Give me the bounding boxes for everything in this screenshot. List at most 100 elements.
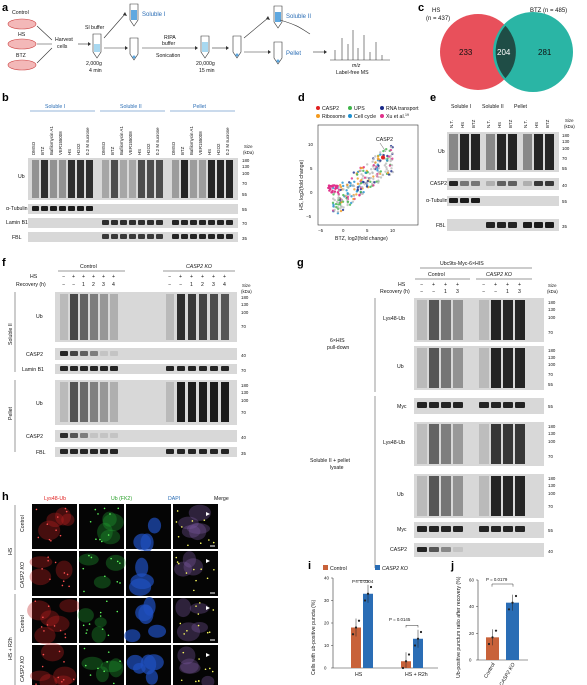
e-lane-label: HS — [497, 122, 502, 128]
d-point — [377, 164, 380, 168]
f-recovery-marker: 2 — [201, 282, 204, 288]
svg-text:(kDa): (kDa) — [241, 289, 252, 294]
h-cell — [77, 608, 94, 623]
blot-band — [129, 234, 136, 239]
b-lane-label: Bafilomycin A1 — [189, 126, 194, 155]
blot-band — [90, 433, 98, 438]
g-row-casp2-2: CASP2 — [390, 547, 407, 553]
h-punctum — [176, 561, 179, 563]
blot-band — [523, 134, 532, 170]
h-cell — [40, 642, 64, 662]
label-sonication: Sonication — [156, 53, 180, 59]
blot-band — [441, 402, 451, 408]
h-col-fk2: Ub (FK2) — [111, 496, 132, 502]
ms-spectrum — [330, 30, 390, 61]
e-row-fbl: FBL — [436, 223, 446, 229]
blot-band — [110, 294, 118, 340]
blot-band — [181, 234, 188, 239]
j-xtick: Control — [483, 662, 497, 679]
d-point — [391, 157, 394, 160]
h-punctum — [211, 670, 214, 673]
h-punctum — [206, 577, 209, 580]
blot-band — [80, 294, 88, 340]
blot-band — [177, 366, 185, 371]
blot-band — [208, 234, 215, 239]
blot-band — [210, 449, 218, 454]
blot-band — [221, 449, 229, 454]
h-punctum — [58, 650, 61, 653]
e-lane-label: BTZ — [545, 119, 550, 128]
svg-text:10: 10 — [308, 142, 313, 147]
b-lane-label: 0.2 M sucrose — [85, 127, 90, 155]
blot-band — [199, 449, 207, 454]
g-hs-row: HS — [398, 282, 406, 288]
g-row-k48-2: Lys48-Ub — [383, 440, 405, 446]
h-cell — [108, 658, 124, 678]
h-cell — [29, 568, 52, 586]
h-image-tile — [173, 504, 218, 549]
d-point — [346, 203, 349, 207]
blot-band — [429, 300, 439, 340]
d-point — [389, 145, 393, 149]
d-plot-frame — [317, 124, 419, 226]
g-hs-marker: + — [432, 282, 435, 288]
d-point — [377, 181, 380, 185]
d-point — [346, 183, 349, 187]
i-ytick: 30 — [324, 598, 329, 603]
blot-band — [129, 220, 136, 225]
d-point — [389, 148, 393, 152]
d-casp2-annotation: CASP2 — [376, 137, 393, 143]
i-legend-ko: CASP2 KO — [382, 566, 408, 572]
i-point — [419, 630, 423, 634]
h-cell — [140, 533, 154, 553]
d-point — [356, 182, 360, 186]
h-cell — [94, 617, 107, 628]
b-lane-label: DMSO — [31, 141, 36, 155]
i-bar — [413, 638, 423, 668]
j-ytick: 60 — [469, 578, 474, 583]
b-lane-label: BTZ — [110, 146, 115, 155]
panel-b-blots: Soluble I Soluble II Pellet DMSO BTZ Bafil… — [6, 104, 254, 242]
i-point — [413, 644, 417, 647]
blot-band — [515, 476, 525, 516]
blot-band — [441, 300, 451, 340]
blot-band — [479, 300, 489, 340]
d-point — [389, 159, 392, 163]
h-punctum — [209, 667, 211, 670]
d-point — [359, 190, 362, 194]
h-punctum — [89, 520, 92, 523]
h-punctum — [104, 575, 106, 578]
h-cell — [105, 554, 126, 571]
svg-text:40: 40 — [241, 435, 246, 440]
h-punctum — [49, 578, 51, 581]
blot-band — [199, 366, 207, 371]
d-point — [352, 171, 356, 174]
e-lane-label: N.T. — [449, 120, 454, 128]
h-punctum — [99, 615, 102, 617]
h-punctum — [107, 651, 110, 653]
i-ytick: 20 — [324, 621, 329, 626]
f-recovery-marker: 1 — [82, 282, 85, 288]
f-row-casp2-sol: CASP2 — [26, 352, 43, 358]
d-point — [348, 193, 351, 196]
blot-band — [59, 206, 66, 211]
d-ylabel: HS, log2(fold change) — [299, 160, 305, 210]
blot-band — [41, 206, 48, 211]
h-cell — [135, 557, 149, 578]
svg-text:0: 0 — [342, 228, 345, 233]
d-point — [352, 194, 356, 198]
h-punctum — [97, 667, 99, 670]
blot-band — [217, 220, 224, 225]
h-punctum — [55, 529, 57, 531]
panel-i-chart: Control CASP2 KO 0 10 20 30 40 HS HS + R2h Cel… — [311, 565, 438, 678]
f-hs-marker: + — [82, 274, 85, 280]
h-punctum — [46, 624, 49, 626]
d-point — [332, 203, 335, 206]
h-punctum — [200, 568, 202, 570]
blot-band — [147, 234, 154, 239]
h-punctum — [106, 600, 108, 603]
h-punctum — [82, 567, 85, 570]
svg-text:100: 100 — [548, 439, 556, 444]
b-lane-label: DMSO — [101, 141, 106, 155]
f-section-pellet: Pellet — [8, 406, 14, 420]
